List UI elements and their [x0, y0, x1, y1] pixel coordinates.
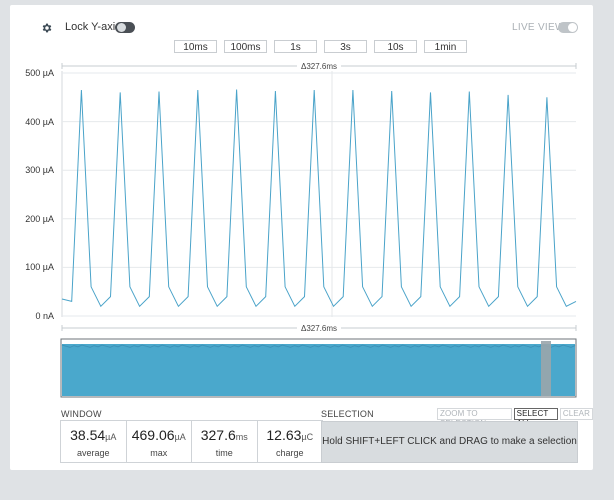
grid-lines: [62, 72, 576, 317]
stat-unit: µA: [174, 432, 186, 442]
overview-window-handle[interactable]: [541, 341, 551, 396]
stat-unit: ms: [235, 432, 248, 442]
overview-minimap[interactable]: [60, 338, 577, 398]
time-button-1s[interactable]: 1s: [274, 40, 317, 53]
stat-label: time: [215, 448, 233, 458]
stat-label: charge: [275, 448, 304, 458]
stat-label: max: [150, 448, 168, 458]
time-button-3s[interactable]: 3s: [324, 40, 367, 53]
select-all-button[interactable]: SELECT ALL: [513, 408, 558, 428]
toggle-knob: [568, 23, 577, 32]
stat-charge: 12.63µC charge: [258, 421, 323, 462]
stat-max: 469.06µA max: [127, 421, 192, 462]
overview-fill: [62, 344, 575, 396]
delta-time-label: Δ327.6ms: [301, 324, 337, 333]
time-button-1min[interactable]: 1min: [424, 40, 467, 53]
stat-unit: µA: [105, 432, 117, 442]
delta-time-label: Δ327.6ms: [301, 62, 337, 71]
time-span-buttons: 10ms 100ms 1s 3s 10s 1min: [10, 40, 593, 56]
y-tick-label: 400 µA: [25, 117, 54, 127]
zoom-to-selection-button[interactable]: ZOOM TO SELECTION: [437, 408, 512, 428]
stat-value: 12.63: [266, 427, 302, 443]
stat-label: average: [76, 448, 110, 458]
toggle-knob: [117, 23, 126, 32]
time-button-10ms[interactable]: 10ms: [174, 40, 217, 53]
lock-y-axis-toggle[interactable]: [115, 22, 135, 33]
chart-toolbar: Lock Y-axis LIVE VIEW: [10, 5, 593, 45]
stat-value: 327.6: [200, 427, 236, 443]
clear-selection-button[interactable]: CLEAR: [559, 408, 593, 420]
selection-actions: ZOOM TO SELECTION SELECT ALL CLEAR: [437, 408, 593, 428]
stat-average: 38.54µA average: [61, 421, 127, 462]
lock-y-axis-label: Lock Y-axis: [65, 21, 121, 33]
y-tick-label: 300 µA: [25, 165, 54, 175]
stat-time: 327.6ms time: [192, 421, 258, 462]
window-title: WINDOW: [61, 409, 102, 419]
window-stats: 38.54µA average 469.06µA max 327.6ms tim…: [60, 420, 323, 463]
current-chart[interactable]: Δ327.6ms 500 µA 400 µA 300 µA 200 µA 100…: [10, 5, 593, 405]
stat-value: 469.06: [131, 427, 175, 443]
time-button-100ms[interactable]: 100ms: [224, 40, 267, 53]
delta-window-bottom: Δ327.6ms: [61, 322, 577, 334]
y-tick-label: 500 µA: [25, 68, 54, 78]
y-axis: 500 µA 400 µA 300 µA 200 µA 100 µA 0 nA: [25, 68, 54, 321]
current-trace-line: [61, 89, 577, 308]
y-tick-label: 100 µA: [25, 262, 54, 272]
live-view-label: LIVE VIEW: [512, 22, 565, 33]
y-tick-label: 0 nA: [35, 311, 54, 321]
stat-unit: µC: [301, 432, 314, 442]
selection-title: SELECTION: [321, 409, 374, 419]
delta-window-top: Δ327.6ms: [61, 60, 577, 72]
y-tick-label: 200 µA: [25, 214, 54, 224]
overview-trace: [61, 344, 576, 348]
app-panel: Lock Y-axis LIVE VIEW 10ms 100ms 1s 3s 1…: [10, 5, 593, 470]
gear-icon[interactable]: [41, 22, 53, 34]
time-button-10s[interactable]: 10s: [374, 40, 417, 53]
live-view-toggle[interactable]: [558, 22, 578, 33]
selection-hint-box: Hold SHIFT+LEFT CLICK and DRAG to make a…: [321, 421, 578, 463]
stat-value: 38.54: [70, 427, 106, 443]
